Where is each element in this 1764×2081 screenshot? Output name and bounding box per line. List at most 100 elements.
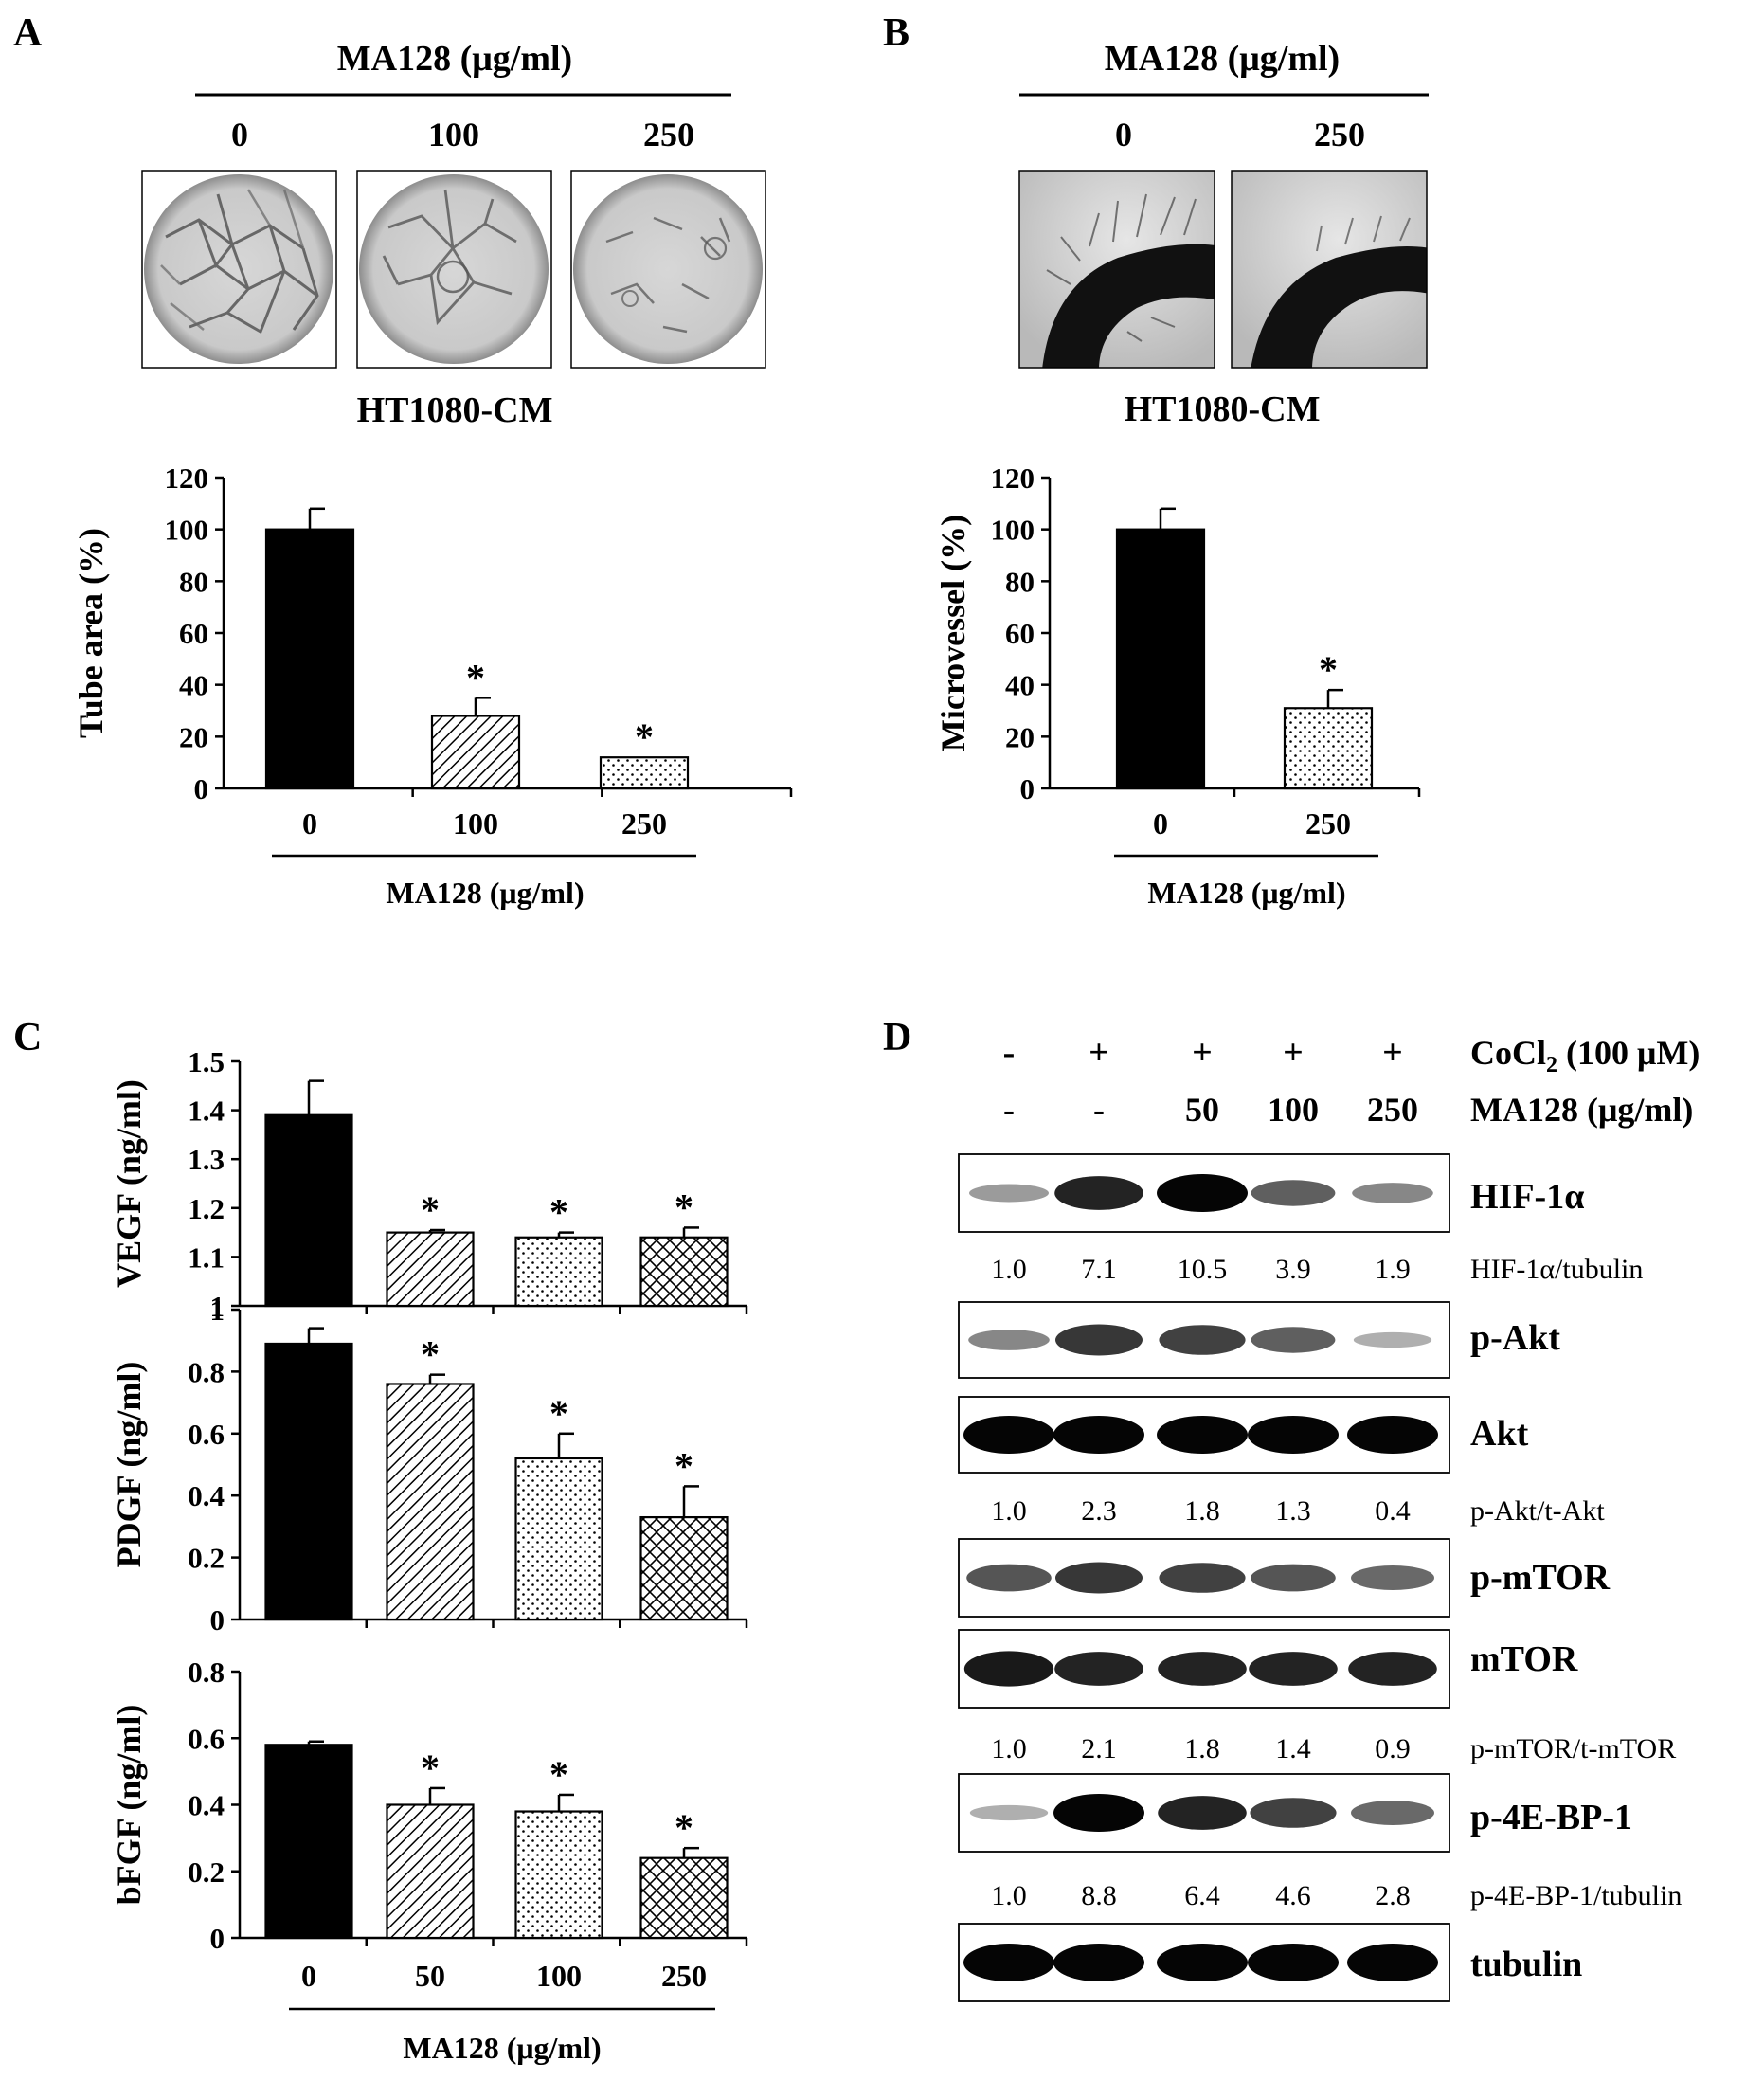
quant-value: 8.8 [1081,1880,1117,1911]
blot-band [1158,1652,1247,1686]
blot-band [1055,1324,1143,1356]
blot-band [1159,1325,1246,1355]
quant-value: 7.1 [1081,1254,1117,1285]
y-axis-label: VEGF (ng/ml) [110,1079,148,1288]
cocl2-sign: + [1382,1033,1403,1073]
y-tick-label: 100 [165,514,209,547]
y-tick-label: 20 [179,720,208,753]
bar-250 [599,756,690,790]
quant-value: 10.5 [1178,1254,1228,1285]
bar-250 [639,1236,729,1308]
ma128-dose: - [1003,1091,1015,1129]
y-tick-label: 80 [179,565,208,598]
y-tick-label: 0 [210,1603,225,1637]
x-axis-label: MA128 (μg/ml) [386,876,584,910]
blot-label: Akt [1470,1414,1529,1454]
y-tick-label: 1 [210,1294,225,1327]
y-tick-label: 1.4 [188,1095,225,1128]
blot-label: HIF-1α [1470,1177,1584,1217]
y-tick-label: 60 [179,617,208,650]
y-tick-label: 1 [210,1290,225,1323]
quant-value: 1.0 [991,1495,1027,1527]
bfgf-chart: 0 0.2 0.4 0.6 0.8 * * * bFGF (ng/ml) 0 50 100 250 MA1… [110,1656,748,2065]
blot-band [1157,1174,1248,1212]
y-tick-label: 0.2 [188,1855,225,1889]
ma128-dose: 50 [1185,1091,1219,1129]
blot-band [1248,1416,1339,1454]
quant-label: p-mTOR/t-mTOR [1470,1733,1676,1764]
y-tick-label: 20 [1005,720,1035,753]
y-tick-label: 0 [194,772,209,805]
y-tick-label: 0.4 [188,1789,225,1822]
panel-a-dose-0: 0 [231,116,248,154]
blot-band [1053,1416,1144,1454]
blot-band [1159,1563,1246,1593]
x-tick-label: 100 [536,1959,582,1993]
quant-value: 2.8 [1375,1880,1411,1911]
significance-asterisk: * [675,1806,693,1849]
quant-value: 0.4 [1375,1495,1411,1527]
bar-0 [264,1113,353,1308]
y-tick-label: 0.8 [188,1355,225,1388]
vegf-chart: 1 1.1 1.2 1.3 1.4 1.5 * * * VEGF (ng/ml) [110,1045,748,1323]
blot-label: mTOR [1470,1639,1578,1679]
y-tick-label: 100 [991,514,1035,547]
quant-label: p-4E-BP-1/tubulin [1470,1880,1682,1911]
panel-a-image-caption: HT1080-CM [357,390,553,430]
blot-band [1054,1176,1143,1210]
y-tick-label: 0.2 [188,1542,225,1575]
blot-band [1347,1944,1438,1981]
y-tick-label: 0 [210,1922,225,1955]
bar-100 [514,1810,603,1940]
cocl2-label: CoCl2 (100 μM) [1470,1034,1700,1077]
cocl2-sign: + [1283,1033,1304,1073]
panel-a-dose-250: 250 [643,116,694,154]
x-tick-label: 0 [1153,806,1168,841]
bar-0 [264,1342,353,1621]
blot-band [1157,1416,1248,1454]
blot-band [1248,1944,1339,1981]
x-tick-label: 250 [661,1959,707,1993]
panel-b-dose-0: 0 [1115,116,1132,154]
aortic-ring-image-0 [1019,171,1215,368]
blot-band [1250,1798,1337,1828]
blot-band [1054,1652,1143,1686]
y-tick-label: 1.5 [188,1045,225,1078]
quant-value: 1.0 [991,1733,1027,1764]
western-blots: HIF-1α p-Akt Akt p-mTOR mTOR p-4E-BP-1 tubulin… [958,1153,1682,2002]
blot-label: tubulin [1470,1945,1582,1984]
x-tick-label: 50 [415,1959,445,1993]
blot-band [969,1804,1049,1821]
significance-asterisk: * [675,1185,693,1228]
blot-band [1158,1796,1247,1830]
microvessel-chart: 0 20 40 60 80 100 120 * Microvessel (%) 0 250 MA128… [934,461,1421,910]
tube-formation-image-250 [570,170,766,369]
blot-band [1353,1331,1432,1348]
bar-50 [386,1383,475,1621]
blot-band [1348,1652,1437,1686]
quant-label: HIF-1α/tubulin [1470,1254,1643,1285]
western-blot-header: - + + + + - - 50 100 250 [1003,1033,1418,1129]
y-tick-label: 120 [165,461,209,495]
y-tick-label: 80 [1005,565,1035,598]
panel-label-d: D [883,1016,911,1059]
bar-250 [639,1856,729,1940]
blot-band [963,1651,1054,1687]
bar-0 [1115,528,1206,790]
x-axis-label: MA128 (μg/ml) [403,2031,601,2065]
blot-band [969,1184,1049,1203]
significance-asterisk: * [675,1444,693,1487]
blot-band [1249,1652,1338,1686]
y-tick-label: 0.6 [188,1722,225,1755]
blot-band [966,1564,1052,1592]
significance-asterisk: * [1319,648,1338,691]
blot-band [1351,1801,1434,1825]
ma128-dose: 100 [1268,1091,1319,1129]
quant-value: 1.4 [1275,1733,1311,1764]
blot-band [1157,1944,1248,1981]
bar-50 [386,1231,475,1308]
quant-value: 6.4 [1184,1880,1220,1911]
blot-band [963,1944,1054,1981]
significance-asterisk: * [421,1333,440,1376]
